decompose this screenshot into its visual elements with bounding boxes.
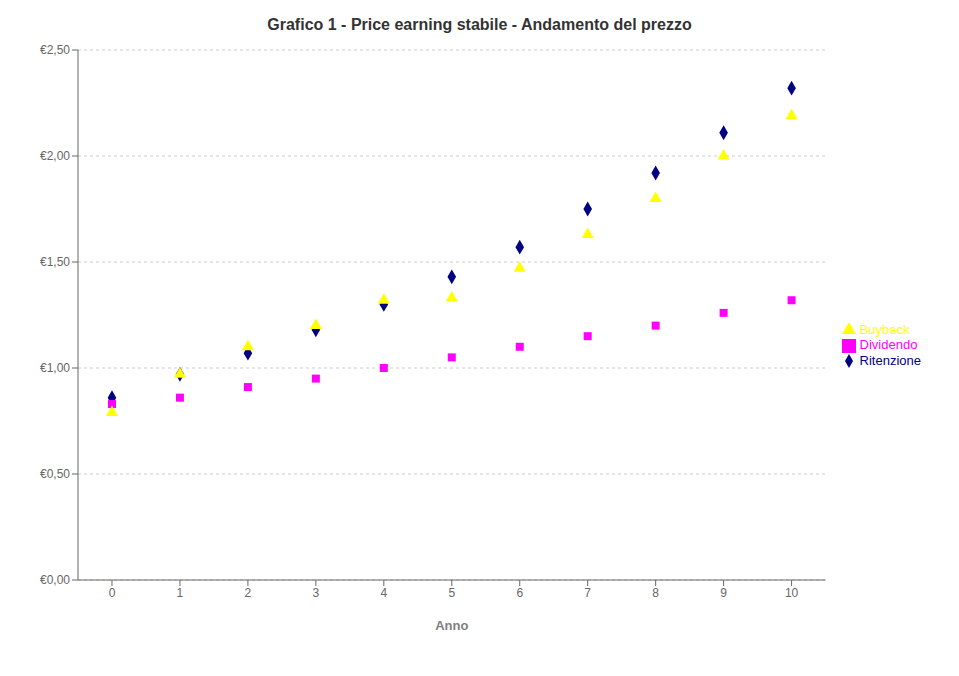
svg-text:5: 5 <box>448 586 455 600</box>
svg-text:1: 1 <box>177 586 184 600</box>
svg-text:€0,00: €0,00 <box>40 573 70 587</box>
html-text:Buyback: Buyback <box>859 321 910 337</box>
svg-text:0: 0 <box>109 586 116 600</box>
svg-text:7: 7 <box>584 586 591 600</box>
svg-text:4: 4 <box>380 586 387 600</box>
svg-text:9: 9 <box>720 586 727 600</box>
html-text:Grafico 1 - Price earning stab: Grafico 1 - Price earning stabile - Anda… <box>267 16 692 33</box>
svg-text:6: 6 <box>516 586 523 600</box>
svg-text:10: 10 <box>785 586 799 600</box>
svg-text:€1,00: €1,00 <box>40 361 70 375</box>
svg-text:€1,50: €1,50 <box>40 255 70 269</box>
html-text:Ritenzione: Ritenzione <box>859 352 921 368</box>
svg-text:Anno: Anno <box>435 618 468 633</box>
svg-text:€2,50: €2,50 <box>40 43 70 57</box>
svg-text:8: 8 <box>652 586 659 600</box>
svg-text:€0,50: €0,50 <box>40 467 70 481</box>
svg-text:3: 3 <box>313 586 320 600</box>
html-text:Dividendo: Dividendo <box>859 337 918 353</box>
svg-text:2: 2 <box>245 586 252 600</box>
svg-text:€2,00: €2,00 <box>40 149 70 163</box>
